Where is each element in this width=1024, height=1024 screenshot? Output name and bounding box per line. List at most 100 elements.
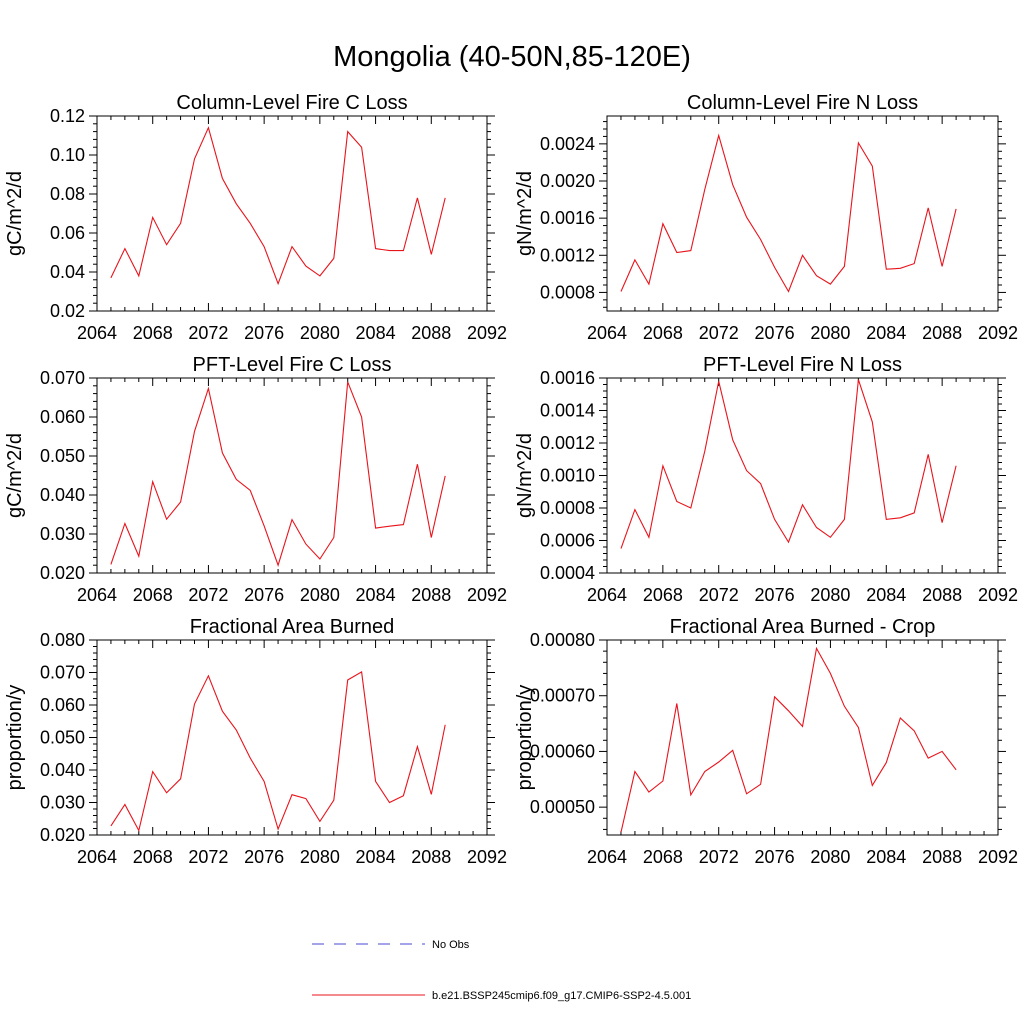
y-tick-label: 0.030: [40, 524, 85, 544]
x-tick-label: 2076: [755, 585, 795, 605]
x-tick-label: 2076: [755, 323, 795, 343]
series-line: [620, 646, 957, 833]
x-tick-label: 2068: [133, 847, 173, 867]
y-axis-label: gN/m^2/d: [514, 171, 536, 256]
panels: Column-Level Fire C Loss gC/m^2/d 2064 2068…: [4, 92, 1018, 867]
x-tick-label: 2076: [244, 585, 284, 605]
x-tick-label: 2072: [699, 847, 739, 867]
plot-frame: [606, 639, 999, 836]
y-tick-label: 0.0020: [540, 171, 595, 191]
y-tick-label: 0.06: [50, 223, 85, 243]
panel-5: Fractional Area Burned proportion/y 2064 20…: [4, 616, 507, 867]
y-axis-label: proportion/y: [4, 685, 26, 791]
y-tick-label: 0.0008: [540, 282, 595, 302]
plot-frame: [96, 115, 488, 312]
y-tick-label: 0.0010: [540, 466, 595, 486]
x-tick-label: 2064: [587, 585, 627, 605]
plot-frame: [606, 115, 999, 312]
series-line: [620, 133, 957, 293]
x-tick-label: 2088: [922, 585, 962, 605]
y-tick-label: 0.0016: [540, 368, 595, 388]
x-tick-label: 2072: [699, 323, 739, 343]
x-tick-label: 2092: [467, 323, 507, 343]
x-tick-label: 2092: [467, 585, 507, 605]
y-axis-label: gN/m^2/d: [514, 433, 536, 518]
y-tick-label: 0.0008: [540, 498, 595, 518]
x-tick-label: 2088: [411, 847, 451, 867]
x-tick-label: 2092: [978, 585, 1018, 605]
x-tick-label: 2084: [866, 323, 906, 343]
y-tick-label: 0.070: [40, 663, 85, 683]
y-tick-label: 0.050: [40, 446, 85, 466]
y-axis-label: proportion/y: [514, 685, 536, 791]
y-tick-label: 0.040: [40, 760, 85, 780]
x-tick-label: 2080: [300, 585, 340, 605]
x-tick-label: 2068: [133, 585, 173, 605]
x-tick-label: 2068: [133, 323, 173, 343]
x-tick-label: 2076: [244, 847, 284, 867]
panel-4: PFT-Level Fire N Loss gN/m^2/d 2064 2068 207…: [514, 354, 1018, 605]
series-line: [110, 381, 446, 567]
series-line: [110, 671, 446, 833]
y-tick-label: 0.0012: [540, 433, 595, 453]
y-tick-label: 0.00080: [530, 630, 595, 650]
y-tick-label: 0.0024: [540, 134, 595, 154]
x-tick-label: 2072: [188, 585, 228, 605]
y-tick-label: 0.12: [50, 106, 85, 126]
y-tick-label: 0.050: [40, 728, 85, 748]
panel-title: Column-Level Fire C Loss: [176, 92, 407, 114]
x-tick-label: 2084: [356, 323, 396, 343]
y-tick-label: 0.0014: [540, 401, 595, 421]
y-tick-label: 0.080: [40, 630, 85, 650]
x-tick-label: 2064: [77, 847, 117, 867]
x-tick-label: 2092: [467, 847, 507, 867]
x-tick-label: 2092: [978, 323, 1018, 343]
x-tick-label: 2064: [77, 585, 117, 605]
panel-title: Fractional Area Burned: [190, 616, 395, 638]
panel-3: PFT-Level Fire C Loss gC/m^2/d 2064 2068 207…: [4, 354, 507, 605]
x-tick-label: 2084: [356, 847, 396, 867]
y-tick-label: 0.08: [50, 184, 85, 204]
panel-title: PFT-Level Fire C Loss: [193, 354, 392, 376]
x-tick-label: 2080: [810, 585, 850, 605]
x-tick-label: 2080: [300, 323, 340, 343]
y-axis-label: gC/m^2/d: [4, 171, 26, 256]
x-tick-label: 2072: [188, 847, 228, 867]
y-tick-label: 0.060: [40, 407, 85, 427]
x-tick-label: 2088: [922, 323, 962, 343]
x-tick-label: 2080: [810, 847, 850, 867]
y-tick-label: 0.060: [40, 695, 85, 715]
x-tick-label: 2080: [810, 323, 850, 343]
y-tick-label: 0.020: [40, 825, 85, 845]
y-tick-label: 0.0016: [540, 208, 595, 228]
y-tick-label: 0.0006: [540, 531, 595, 551]
y-axis-label: gC/m^2/d: [4, 433, 26, 518]
x-tick-label: 2072: [188, 323, 228, 343]
x-tick-label: 2068: [643, 847, 683, 867]
x-tick-label: 2080: [300, 847, 340, 867]
panel-title: Fractional Area Burned - Crop: [670, 616, 936, 638]
panel-title: Column-Level Fire N Loss: [687, 92, 918, 114]
y-tick-label: 0.02: [50, 301, 85, 321]
y-tick-label: 0.00050: [530, 797, 595, 817]
x-tick-label: 2088: [411, 323, 451, 343]
y-tick-label: 0.070: [40, 368, 85, 388]
y-tick-label: 0.00070: [530, 686, 595, 706]
y-tick-label: 0.0012: [540, 245, 595, 265]
plot-frame: [96, 639, 488, 836]
x-tick-label: 2088: [411, 585, 451, 605]
panel-title: PFT-Level Fire N Loss: [703, 354, 902, 376]
plot-frame: [606, 377, 999, 574]
legend-label: b.e21.BSSP245cmip6.f09_g17.CMIP6-SSP2-4.…: [432, 990, 691, 1002]
plot-frame: [96, 377, 488, 574]
legend-label: No Obs: [432, 939, 470, 951]
x-tick-label: 2068: [643, 323, 683, 343]
y-tick-label: 0.040: [40, 485, 85, 505]
x-tick-label: 2092: [978, 847, 1018, 867]
x-tick-label: 2084: [356, 585, 396, 605]
y-tick-label: 0.0004: [540, 563, 595, 583]
y-tick-label: 0.10: [50, 145, 85, 165]
y-tick-label: 0.00060: [530, 741, 595, 761]
x-tick-label: 2076: [244, 323, 284, 343]
